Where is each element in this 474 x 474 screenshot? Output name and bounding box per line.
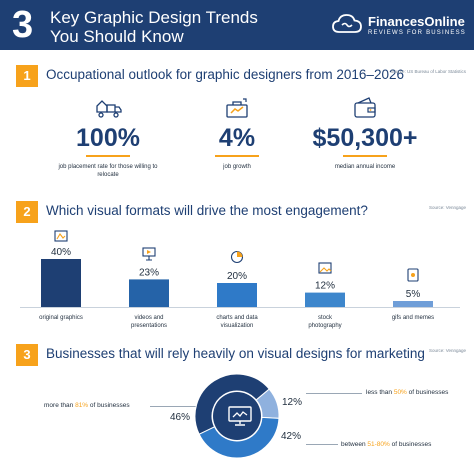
header-banner: 3 Key Graphic Design Trends You Should K… <box>0 0 474 50</box>
donut-left-label: more than 81% of businesses <box>44 402 130 409</box>
donut-left-label-post: of businesses <box>88 402 130 409</box>
stat-relocation-value: 100% <box>76 124 140 152</box>
section-3-badge: 3 <box>16 344 38 366</box>
presentation-icon <box>142 247 156 261</box>
donut-bottom-right-leader <box>306 444 338 445</box>
brand-name: FinancesOnline <box>368 14 465 29</box>
section-1-title: Occupational outlook for graphic designe… <box>46 67 404 82</box>
brand-tagline: REVIEWS FOR BUSINESS <box>368 30 467 36</box>
donut-top-right-label-pre: less than <box>366 389 394 396</box>
wallet-icon <box>354 97 376 118</box>
donut-top-right-label-highlight: 50% <box>393 389 407 396</box>
bar-category-label: gifs and memes <box>391 315 435 321</box>
gif-icon <box>407 268 419 282</box>
page-title: Key Graphic Design Trends You Should Kno… <box>50 8 258 46</box>
bar-category-label: original graphics <box>39 315 83 321</box>
stat-underline <box>86 155 130 157</box>
section-2-source: Source: Venngage <box>428 205 466 210</box>
stat-relocation-desc: job placement rate for those willing to … <box>58 164 158 178</box>
section-3-heading: 3 Businesses that will rely heavily on v… <box>16 344 466 366</box>
donut-bottom-right-label-highlight: 51-80% <box>367 441 390 448</box>
stat-median-income-value: $50,300+ <box>312 124 418 152</box>
bar-value-label: 23% <box>139 267 159 278</box>
bar-category-label: stock photography <box>308 315 342 329</box>
donut-bottom-right-label: between 51-80% of businesses <box>341 441 431 448</box>
donut-slice-2 <box>255 388 280 419</box>
stat-job-growth: 4% job growth <box>172 96 302 171</box>
bar-value-label: 12% <box>315 281 335 292</box>
donut-bottom-right-label-pre: between <box>341 441 368 448</box>
cloud-logo-icon <box>332 14 362 33</box>
job-growth-icon <box>226 98 248 118</box>
stat-underline <box>343 155 387 157</box>
donut-value-label: 42% <box>281 431 301 442</box>
donut-top-right-label-post: of businesses <box>406 389 449 396</box>
section-2-heading: 2 Which visual formats will drive the mo… <box>16 201 466 223</box>
photo-icon <box>318 262 332 274</box>
donut-value-label: 12% <box>282 397 302 408</box>
donut-top-right-label: less than 50% of businesses <box>366 389 448 396</box>
bar-0 <box>41 259 81 307</box>
stat-job-growth-desc: job growth <box>223 164 251 170</box>
bar-category-label: videos and presentations <box>130 315 168 329</box>
bar-value-label: 40% <box>51 247 71 258</box>
donut-left-label-highlight: 81% <box>75 402 89 409</box>
moving-truck-icon <box>96 100 122 118</box>
bar-category-label: charts and data visualization <box>216 315 258 329</box>
stat-underline <box>215 155 259 157</box>
bar-1 <box>129 279 169 307</box>
header-number: 3 <box>12 4 34 46</box>
donut-bottom-right-label-post: of businesses <box>389 441 432 448</box>
donut-value-label: 46% <box>170 412 190 423</box>
section-3-source: Source: Venngage <box>428 348 466 353</box>
donut-top-right-leader <box>306 393 362 394</box>
section-2-badge: 2 <box>16 201 38 223</box>
section-3-title: Businesses that will rely heavily on vis… <box>46 346 425 361</box>
section-1-heading: 1 Occupational outlook for graphic desig… <box>16 65 466 87</box>
donut-left-label-pre: more than <box>44 402 76 409</box>
stat-median-income-desc: median annual income <box>334 164 396 170</box>
stat-job-growth-value: 4% <box>218 124 256 152</box>
bar-chart-baseline <box>20 307 460 308</box>
donut-left-leader <box>150 406 196 407</box>
original-graphics-icon <box>54 230 68 242</box>
bar-2 <box>217 283 257 307</box>
stat-median-income: $50,300+ median annual income <box>300 96 430 171</box>
bar-value-label: 5% <box>406 289 421 300</box>
data-visualization-icon <box>230 250 244 264</box>
brand-logo[interactable]: FinancesOnline REVIEWS FOR BUSINESS <box>332 12 472 40</box>
monitor-icon <box>228 406 252 426</box>
bar-value-label: 20% <box>227 271 247 282</box>
section-1-badge: 1 <box>16 65 38 87</box>
bar-3 <box>305 292 345 307</box>
stat-relocation: 100% job placement rate for those willin… <box>43 96 173 179</box>
section-2-title: Which visual formats will drive the most… <box>46 203 368 218</box>
section-1-source: Source: US Bureau of Labor Statistics <box>390 69 466 74</box>
